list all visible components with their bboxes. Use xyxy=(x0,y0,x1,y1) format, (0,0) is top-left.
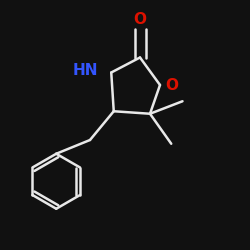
Text: HN: HN xyxy=(72,63,98,78)
Text: O: O xyxy=(134,12,146,28)
Text: O: O xyxy=(165,78,178,92)
